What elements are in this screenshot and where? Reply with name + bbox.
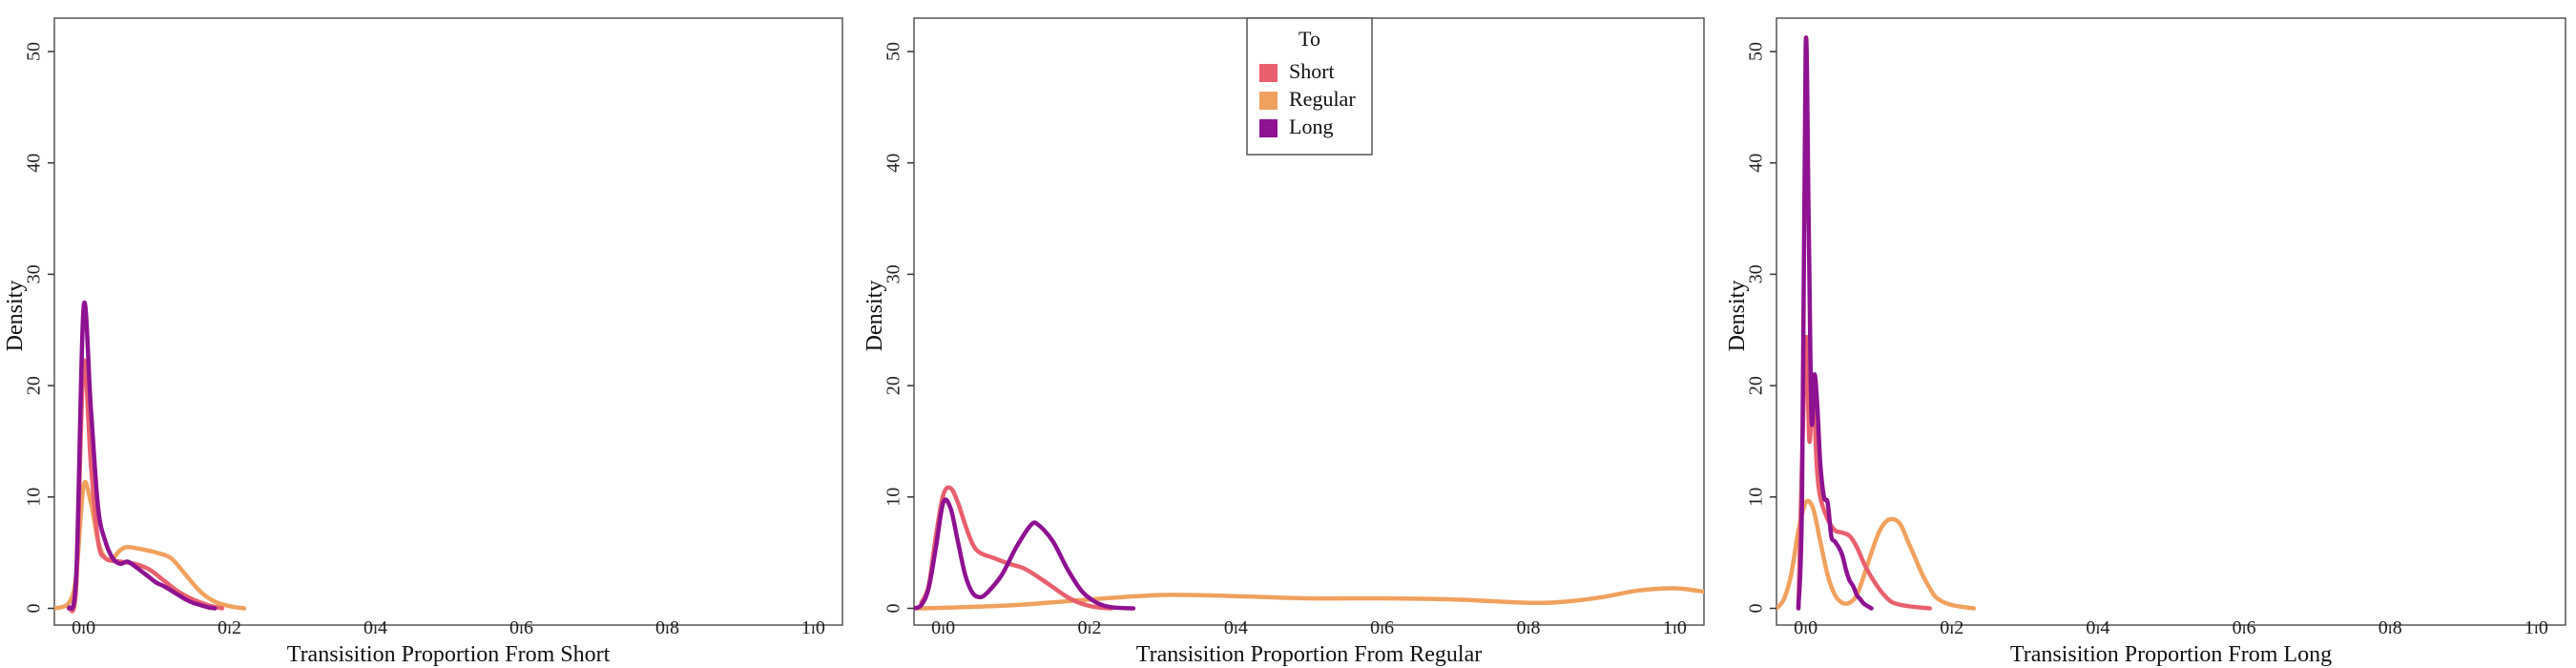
- x-tick-label: 0.6: [509, 617, 533, 638]
- panel-from-regular: 0 10 20 30 40 50 0.0 0.2 0.4 0.6 0.8 1.0 Transisitio…: [862, 17, 1705, 667]
- x-axis-title: Transisition Proportion From Short: [287, 642, 611, 667]
- legend-swatch-regular: [1259, 92, 1278, 110]
- plot-frame: [53, 17, 843, 626]
- x-tick-label: 1.0: [2524, 617, 2548, 638]
- y-tick-label: 10: [24, 488, 45, 507]
- x-tick-label: 0.8: [655, 617, 679, 638]
- y-axis-title: Density: [862, 281, 887, 352]
- legend: To Short Regular Long: [1246, 17, 1373, 156]
- density-line-short: [919, 485, 1114, 611]
- y-tick-label: 40: [24, 154, 45, 173]
- density-line-long: [914, 497, 1136, 611]
- y-axis-title: Density: [1725, 281, 1750, 352]
- y-tick-label: 20: [883, 376, 904, 395]
- x-axis-title: Transisition Proportion From Long: [2010, 642, 2332, 667]
- density-line-long: [67, 301, 218, 612]
- x-tick-label: 0.2: [218, 617, 241, 638]
- y-tick-label: 0: [1746, 603, 1767, 613]
- y-tick-label: 40: [883, 154, 904, 173]
- y-tick-label: 0: [883, 603, 904, 613]
- y-tick-label: 30: [24, 264, 45, 283]
- x-tick-label: 0.8: [2379, 617, 2402, 638]
- x-axis-title: Transisition Proportion From Regular: [1136, 642, 1482, 667]
- x-tick-label: 0.4: [2086, 617, 2109, 638]
- legend-label-short: Short: [1289, 59, 1335, 83]
- x-tick-label: 0.6: [1370, 617, 1394, 638]
- y-tick-label: 0: [24, 603, 45, 613]
- density-line-regular: [54, 479, 247, 611]
- x-tick-label: 0.6: [2233, 617, 2256, 638]
- y-tick-label: 10: [883, 488, 904, 507]
- y-tick-label: 50: [24, 42, 45, 61]
- y-tick-label: 50: [883, 42, 904, 61]
- x-tick-label: 0.2: [1940, 617, 1963, 638]
- x-tick-label: 0.0: [72, 617, 95, 638]
- x-tick-label: 0.8: [1517, 617, 1541, 638]
- density-line-regular: [1776, 498, 1977, 611]
- legend-label-regular: Regular: [1289, 87, 1356, 111]
- legend-label-long: Long: [1289, 115, 1333, 138]
- panel-from-long: 0 10 20 30 40 50 0.0 0.2 0.4 0.6 0.8 1.0 Transisitio…: [1725, 17, 2566, 667]
- x-tick-label: 1.0: [1663, 617, 1687, 638]
- density-line-short: [1796, 335, 1933, 611]
- x-tick-label: 0.4: [1224, 617, 1248, 638]
- x-tick-label: 0.0: [1794, 617, 1818, 638]
- y-tick-label: 10: [1746, 488, 1767, 507]
- y-tick-label: 30: [883, 264, 904, 283]
- x-tick-label: 0.4: [364, 617, 387, 638]
- x-tick-label: 1.0: [801, 617, 825, 638]
- y-tick-label: 20: [1746, 376, 1767, 395]
- panel-from-short: 0 10 20 30 40 50 0.0 0.2 0.4 0.6 0.8 1.0 Transisitio…: [3, 17, 843, 667]
- legend-swatch-short: [1259, 64, 1278, 82]
- y-tick-label: 50: [1746, 42, 1767, 61]
- legend-swatch-long: [1259, 119, 1278, 137]
- y-tick-label: 40: [1746, 154, 1767, 173]
- legend-title: To: [1298, 27, 1320, 51]
- plot-frame: [1776, 17, 2566, 626]
- density-line-regular: [914, 586, 1704, 611]
- y-tick-label: 30: [1746, 264, 1767, 283]
- x-tick-label: 0.2: [1078, 617, 1102, 638]
- x-tick-label: 0.0: [931, 617, 955, 638]
- y-axis-title: Density: [3, 281, 28, 352]
- y-tick-label: 20: [24, 376, 45, 395]
- density-line-long: [1796, 35, 1874, 611]
